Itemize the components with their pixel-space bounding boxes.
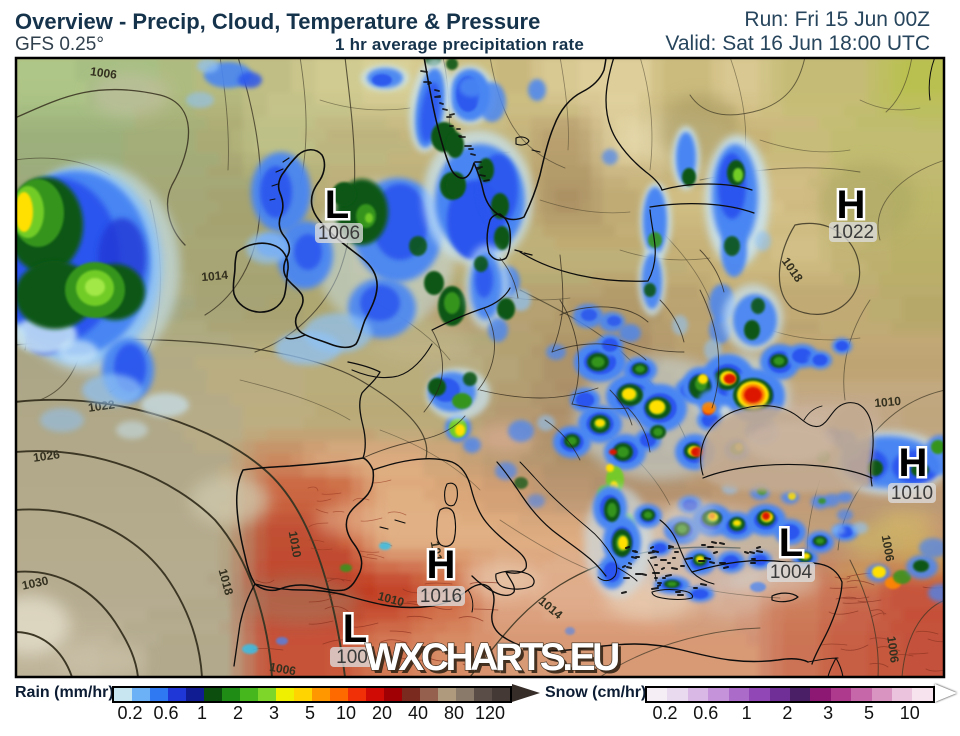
- svg-text:1026: 1026: [32, 447, 61, 465]
- svg-text:H: H: [837, 183, 866, 227]
- svg-text:1014: 1014: [201, 268, 229, 284]
- svg-text:1018: 1018: [216, 567, 237, 597]
- svg-text:1006: 1006: [268, 660, 297, 678]
- svg-text:1006: 1006: [884, 635, 902, 664]
- svg-text:H: H: [899, 441, 928, 485]
- svg-text:1016: 1016: [420, 586, 462, 607]
- svg-text:WXCHARTS.EU: WXCHARTS.EU: [368, 639, 621, 682]
- svg-text:1010: 1010: [891, 483, 933, 504]
- svg-text:L: L: [343, 607, 367, 651]
- svg-text:1030: 1030: [21, 573, 50, 592]
- svg-text:1010: 1010: [286, 530, 304, 559]
- svg-text:1004: 1004: [770, 562, 813, 583]
- svg-text:1018: 1018: [428, 540, 446, 569]
- svg-text:H: H: [427, 543, 456, 587]
- svg-text:1006: 1006: [89, 64, 118, 82]
- svg-text:WXCHARTS.EU: WXCHARTS.EU: [365, 636, 618, 679]
- svg-text:L: L: [779, 521, 803, 565]
- svg-text:1006: 1006: [879, 534, 897, 563]
- svg-text:L: L: [325, 183, 349, 227]
- svg-text:1010: 1010: [874, 394, 902, 410]
- svg-text:1006: 1006: [318, 223, 360, 244]
- svg-text:1022: 1022: [832, 222, 874, 243]
- svg-text:100: 100: [336, 647, 368, 668]
